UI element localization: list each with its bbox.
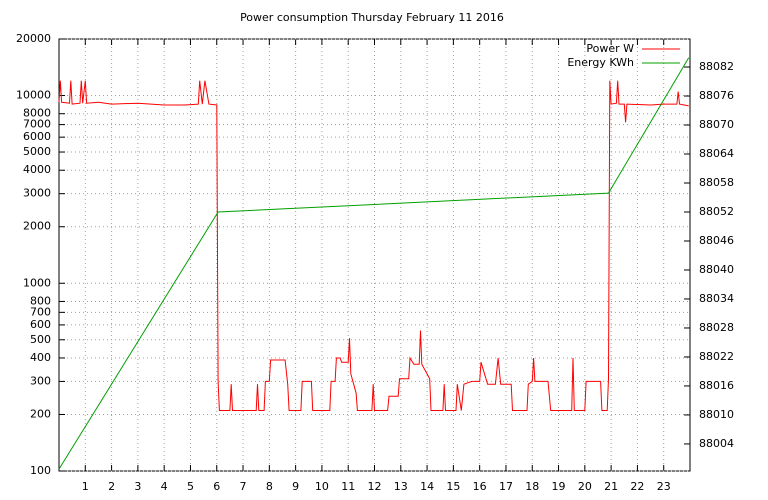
x-tick-label: 7	[240, 480, 247, 493]
x-tick-label: 15	[446, 480, 460, 493]
y-tick-label: 3000	[23, 187, 51, 200]
y2-tick-label: 88034	[699, 292, 734, 305]
x-tick-label: 6	[213, 480, 220, 493]
x-tick-label: 13	[394, 480, 408, 493]
y2-tick-label: 88064	[699, 147, 734, 160]
y-tick-label: 800	[30, 294, 51, 307]
y-tick-label: 700	[30, 305, 51, 318]
y-tick-label: 5000	[23, 145, 51, 158]
y-tick-label: 8000	[23, 107, 51, 120]
y-tick-label: 7000	[23, 118, 51, 131]
y2-tick-label: 88058	[699, 176, 734, 189]
y-tick-label: 600	[30, 318, 51, 331]
y-tick-label: 500	[30, 333, 51, 346]
y-tick-label: 400	[30, 351, 51, 364]
x-tick-label: 17	[499, 480, 513, 493]
y2-tick-label: 88076	[699, 89, 734, 102]
x-tick-label: 11	[341, 480, 355, 493]
y-tick-label: 6000	[23, 130, 51, 143]
y2-tick-label: 88082	[699, 60, 734, 73]
y-tick-label: 200	[30, 407, 51, 420]
x-tick-label: 14	[420, 480, 434, 493]
y2-tick-label: 88004	[699, 437, 734, 450]
y2-tick-label: 88016	[699, 379, 734, 392]
y2-tick-label: 88028	[699, 321, 734, 334]
x-tick-label: 4	[161, 480, 168, 493]
x-tick-label: 2	[108, 480, 115, 493]
legend-label: Power W	[586, 42, 634, 55]
x-tick-label: 9	[292, 480, 299, 493]
x-tick-label: 12	[368, 480, 382, 493]
x-tick-label: 21	[604, 480, 618, 493]
y2-tick-label: 88070	[699, 118, 734, 131]
y-tick-label: 20000	[16, 32, 51, 45]
series-line	[58, 57, 690, 470]
x-tick-label: 20	[578, 480, 592, 493]
x-tick-label: 5	[187, 480, 194, 493]
x-tick-label: 16	[473, 480, 487, 493]
legend-label: Energy KWh	[567, 56, 634, 69]
chart-title: Power consumption Thursday February 11 2…	[240, 11, 504, 24]
y-tick-label: 300	[30, 374, 51, 387]
x-tick-label: 18	[525, 480, 539, 493]
y2-tick-label: 88010	[699, 408, 734, 421]
x-tick-label: 19	[552, 480, 566, 493]
x-tick-label: 23	[657, 480, 671, 493]
y2-tick-label: 88022	[699, 350, 734, 363]
y-tick-label: 100	[30, 464, 51, 477]
series-line	[58, 80, 689, 411]
y-tick-label: 2000	[23, 220, 51, 233]
x-tick-label: 3	[134, 480, 141, 493]
y2-tick-label: 88040	[699, 263, 734, 276]
x-tick-label: 1	[82, 480, 89, 493]
y2-tick-label: 88046	[699, 234, 734, 247]
x-tick-label: 10	[315, 480, 329, 493]
y-tick-label: 4000	[23, 163, 51, 176]
x-tick-label: 8	[266, 480, 273, 493]
x-tick-label: 22	[630, 480, 644, 493]
y-tick-label: 1000	[23, 276, 51, 289]
y-tick-label: 10000	[16, 89, 51, 102]
y2-tick-label: 88052	[699, 205, 734, 218]
